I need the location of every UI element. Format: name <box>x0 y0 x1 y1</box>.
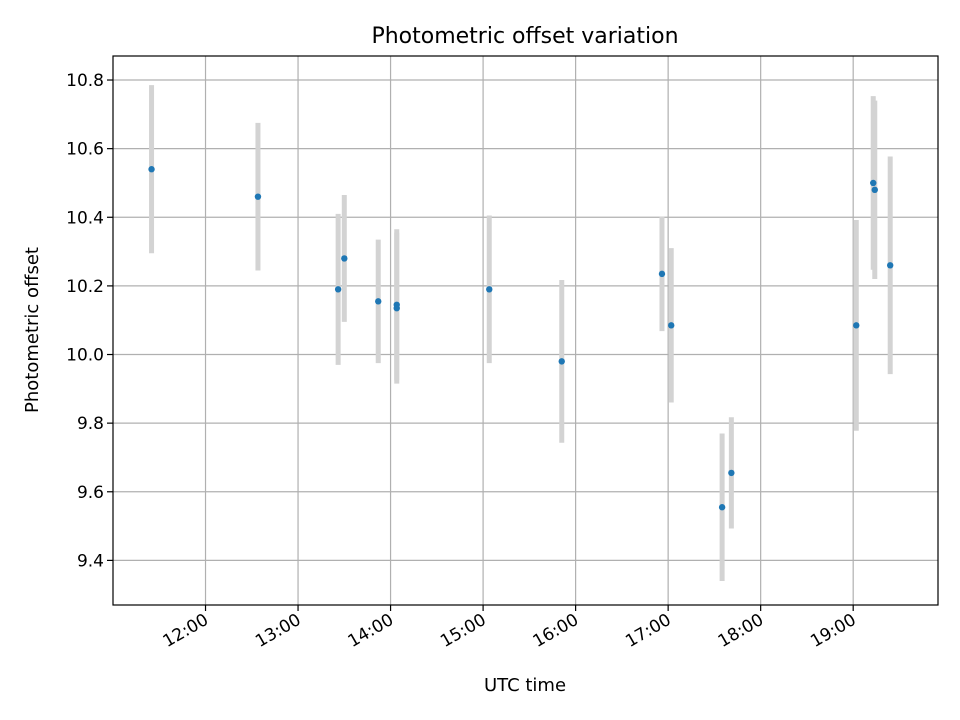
y-tick-label: 9.8 <box>77 414 104 434</box>
error-bars <box>149 85 893 581</box>
data-point <box>334 286 342 293</box>
y-tick-label: 10.4 <box>66 208 104 228</box>
x-axis-label: UTC time <box>484 675 566 696</box>
data-point <box>148 166 155 173</box>
data-point <box>886 262 894 269</box>
data-point <box>870 179 877 187</box>
data-point <box>375 298 382 305</box>
data-point <box>393 304 400 312</box>
data-point <box>658 270 666 278</box>
data-point <box>668 322 675 329</box>
data-point <box>254 193 262 200</box>
data-point <box>853 322 860 329</box>
data-point <box>558 358 565 365</box>
data-point <box>341 255 348 262</box>
chart-title: Photometric offset variation <box>371 24 678 49</box>
grid <box>113 56 938 605</box>
x-tick-label: 13:00 <box>252 610 304 652</box>
y-tick-label: 10.8 <box>66 71 104 91</box>
plot-frame <box>112 55 939 606</box>
x-tick-label: 17:00 <box>622 610 674 652</box>
x-tick-label: 16:00 <box>530 610 582 652</box>
y-tick-label: 10.0 <box>66 346 104 366</box>
y-tick-label: 10.2 <box>66 277 104 297</box>
x-tick-label: 12:00 <box>160 610 212 652</box>
data-point <box>728 469 735 477</box>
y-tick-label: 9.6 <box>77 483 104 503</box>
x-tick-label: 14:00 <box>345 610 397 652</box>
y-tick-label: 10.6 <box>66 140 104 160</box>
x-tick-label: 19:00 <box>807 610 859 652</box>
data-points <box>148 166 894 511</box>
data-point <box>871 186 878 194</box>
x-tick-label: 18:00 <box>715 610 767 652</box>
y-axis-label: Photometric offset <box>22 247 43 413</box>
ticks: 12:00 13:00 14:00 15:00 16:00 17:00 18:00 19:00… <box>66 71 860 652</box>
x-tick-label: 15:00 <box>437 610 489 652</box>
data-point <box>718 504 726 511</box>
y-tick-label: 9.4 <box>77 551 104 571</box>
data-point <box>486 286 493 293</box>
